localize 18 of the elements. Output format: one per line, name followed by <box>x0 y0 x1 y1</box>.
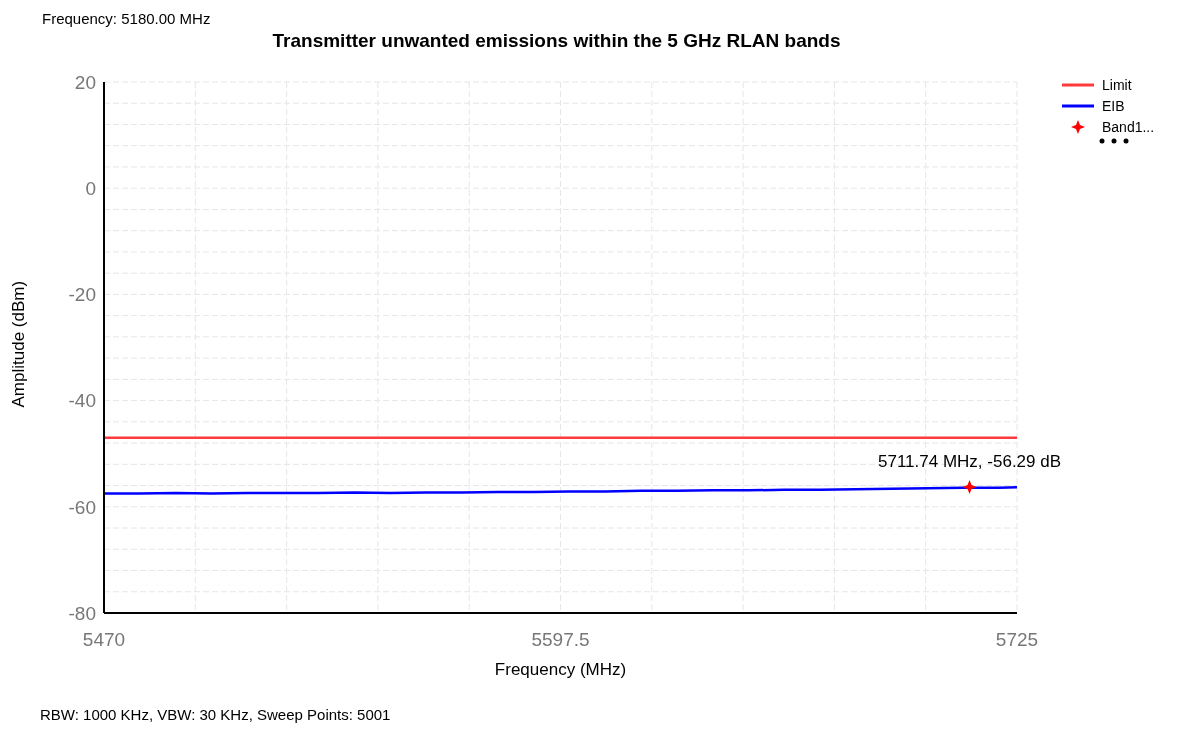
legend-label: EIB <box>1102 97 1125 114</box>
chart-title: Transmitter unwanted emissions within the 5 GHz RLAN bands <box>271 30 842 52</box>
y-tick-label: -80 <box>68 602 96 624</box>
y-axis-title: Amplitude (dBm) <box>9 280 29 408</box>
annotation: 5711.74 MHz, -56.29 dB <box>878 452 1062 472</box>
y-tick-label: 20 <box>74 71 96 93</box>
y-tick-label: -20 <box>68 284 96 306</box>
legend-label: Band1... <box>1102 118 1155 135</box>
text: RBW: 1000 KHz, VBW: 30 KHz, Sweep Points: 5001 <box>40 706 391 723</box>
x-tick-label: 5470 <box>82 629 126 651</box>
text: Frequency: 5180.00 MHz <box>42 10 211 27</box>
y-tick-label: -60 <box>68 496 96 518</box>
x-axis-title: Frequency (MHz) <box>494 660 627 679</box>
y-tick-label: -40 <box>68 390 96 412</box>
x-tick-label: 5725 <box>995 629 1039 651</box>
y-tick-label: 0 <box>85 177 96 199</box>
legend-label: Limit <box>1102 76 1132 93</box>
x-tick-label: 5597.5 <box>531 629 590 651</box>
